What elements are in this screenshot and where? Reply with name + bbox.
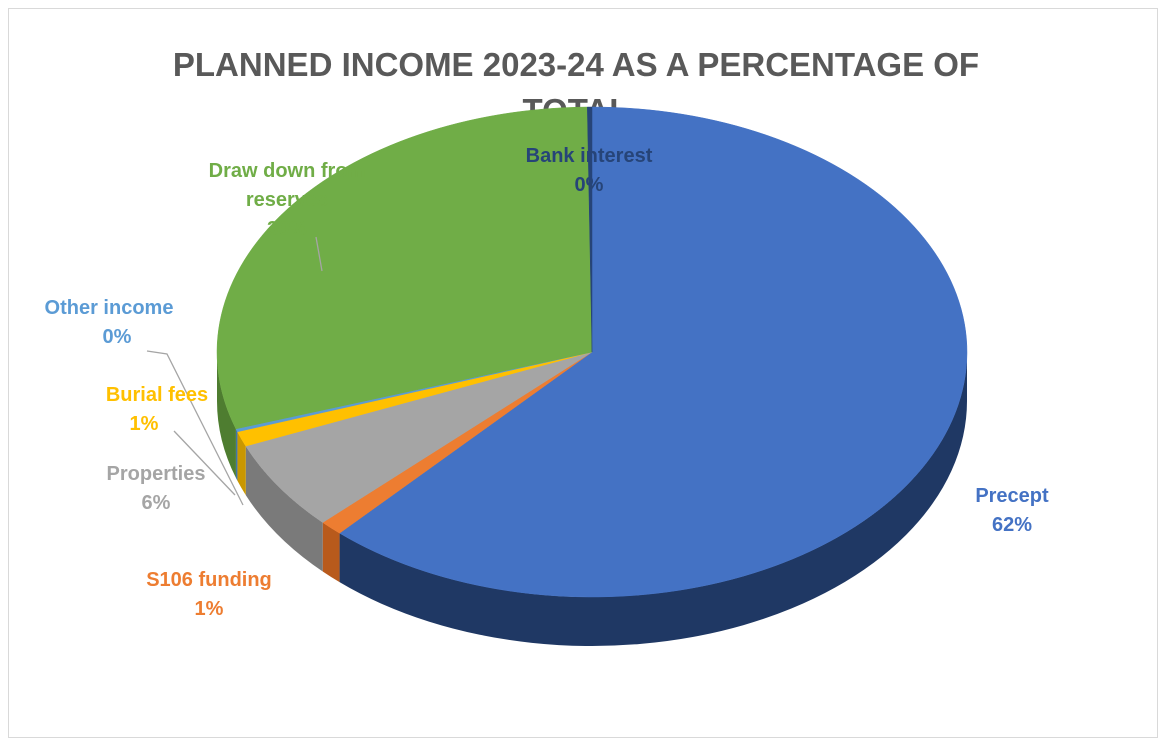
label-name-burial-fees: Burial fees <box>106 384 208 406</box>
label-name-properties: Properties <box>107 463 206 485</box>
pie-slice-properties <box>245 351 593 523</box>
pie-side-properties <box>245 446 323 572</box>
label-name-bank-interest: Bank interest <box>526 145 653 167</box>
label-name-precept: Precept <box>975 485 1049 507</box>
leader-line-burial-fees <box>173 430 236 496</box>
pie-side-draw-down-from-reserves <box>217 352 236 478</box>
pie-slice-draw-down-from-reserves <box>216 106 593 430</box>
chart-title-line-1: PLANNED INCOME 2023-24 AS A PERCENTAGE O… <box>173 46 979 83</box>
pie-chart: PLANNED INCOME 2023-24 AS A PERCENTAGE O… <box>45 46 1049 646</box>
pie-side-other-income <box>235 428 238 481</box>
label-value-s106-funding: 1% <box>195 598 224 620</box>
label-value-draw-down-from-reserves: 30% <box>267 218 307 240</box>
label-value-burial-fees: 1% <box>130 413 159 435</box>
label-value-bank-interest: 0% <box>575 174 604 196</box>
pie-side-s106-funding <box>322 522 340 583</box>
label-name-draw-down-from-reserves-1: Draw down from <box>209 160 366 182</box>
label-value-other-income: 0% <box>103 326 132 348</box>
label-name-other-income: Other income <box>45 297 174 319</box>
leader-line-draw-down-from-reserves <box>315 236 323 272</box>
pie-side-burial-fees <box>237 431 246 496</box>
label-name-s106-funding: S106 funding <box>146 569 272 591</box>
pie-slice-precept <box>339 106 968 598</box>
pie-slice-bank-interest <box>587 106 593 353</box>
leader-line-other-income <box>146 350 244 506</box>
label-value-precept: 62% <box>992 514 1032 536</box>
label-value-properties: 6% <box>142 492 171 514</box>
chart-area: PLANNED INCOME 2023-24 AS A PERCENTAGE O… <box>8 8 1158 738</box>
pie-side-precept <box>339 352 967 646</box>
label-name-draw-down-from-reserves-2: reserves <box>246 189 328 211</box>
